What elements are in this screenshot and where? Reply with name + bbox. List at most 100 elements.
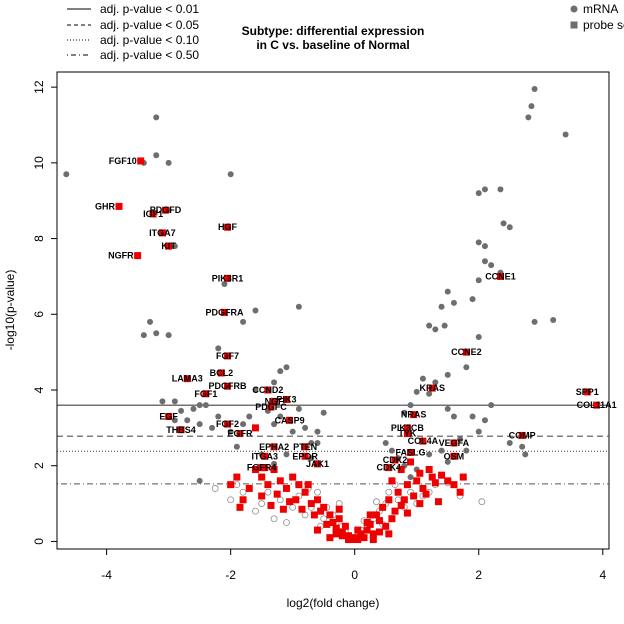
gene-marker-43: [518, 431, 526, 439]
gene-label-20: CASP9: [275, 415, 305, 425]
probe-point-7: [295, 481, 303, 489]
probe-point-1: [258, 473, 266, 481]
mrna-point-47: [240, 421, 247, 428]
gene-marker-2: [162, 206, 170, 214]
mrna-point-10: [165, 332, 172, 339]
probe-set-points: [227, 458, 467, 544]
gene-label-29: JAK1: [306, 459, 329, 469]
mrna-point-90: [488, 402, 495, 409]
mrna-point-51: [283, 451, 290, 458]
plot-frame: [56, 71, 610, 550]
mrna-point-96: [438, 447, 445, 454]
open-point-1: [239, 488, 247, 496]
gene-marker-0: [137, 157, 145, 165]
mrna-point-16: [215, 345, 222, 352]
probe-point-51: [450, 481, 458, 489]
legend-markers: mRNA probe set: [570, 2, 624, 32]
mrna-point-68: [531, 318, 538, 325]
gene-marker-24: [177, 426, 185, 434]
probe-point-65: [332, 530, 340, 538]
probe-point-79: [313, 526, 321, 534]
mrna-point-57: [475, 190, 482, 197]
gene-label-6: KIT: [161, 241, 176, 251]
gene-marker-41: [391, 456, 399, 464]
probe-point-66: [338, 532, 346, 540]
mrna-point-22: [320, 409, 327, 416]
mrna-point-18: [271, 379, 278, 386]
gene-marker-45: [593, 401, 601, 409]
y-axis: 0 2 4 6 8 10 12: [32, 80, 58, 545]
mrna-point-32: [196, 421, 203, 428]
mrna-point-31: [184, 417, 191, 424]
gene-marker-20: [286, 416, 294, 424]
open-point-3: [233, 481, 241, 489]
mrna-point-91: [475, 428, 482, 435]
mrna-point-41: [308, 455, 315, 462]
gene-marker-21: [224, 420, 232, 428]
gene-label-23: EGFR: [227, 429, 253, 439]
mrna-point-77: [475, 334, 482, 340]
legend-label-050: adj. p-value < 0.50: [100, 48, 199, 62]
gene-label-9: PDGFRA: [205, 307, 244, 317]
gene-label-33: KRAS: [419, 383, 445, 393]
gene-marker-18: [267, 403, 275, 411]
gene-label-19: EGF: [159, 412, 178, 422]
gene-marker-17: [282, 395, 290, 403]
probe-point-46: [425, 466, 433, 473]
mrna-point-49: [295, 405, 302, 412]
open-point-0: [211, 485, 219, 492]
mrna-point-56: [562, 131, 569, 138]
probe-point-52: [456, 488, 464, 496]
legend-thresholds: adj. p-value < 0.01 adj. p-value < 0.05 …: [67, 2, 199, 62]
probe-point-70: [376, 528, 384, 536]
gene-marker-3: [149, 210, 157, 218]
mrna-point-64: [481, 258, 488, 265]
probe-point-43: [413, 477, 421, 485]
gene-label-27: ITGA3: [252, 451, 279, 461]
mrna-point-70: [469, 296, 476, 303]
probe-point-34: [385, 496, 393, 504]
gene-label-1: GHR: [95, 201, 116, 211]
gene-marker-37: [419, 437, 427, 445]
mrna-point-75: [432, 326, 439, 333]
mrna-point-73: [438, 303, 445, 310]
x-tick-label-1: -2: [225, 568, 236, 582]
mrna-point-81: [419, 375, 426, 382]
gene-marker-28: [301, 452, 309, 460]
gene-marker-39: [407, 448, 415, 456]
probe-point-75: [422, 490, 430, 498]
mrna-point-103: [463, 447, 470, 454]
gene-label-21: FGF2: [216, 419, 239, 429]
mrna-point-30: [190, 405, 197, 412]
mrna-point-86: [444, 405, 451, 412]
gene-label-37: COL4A: [408, 436, 439, 446]
y-tick-label-0: 0: [32, 538, 46, 545]
open-point-6: [289, 503, 297, 511]
mrna-point-11: [171, 243, 178, 250]
probe-point-8: [292, 496, 300, 504]
gene-label-10: FGF7: [216, 351, 239, 361]
mrna-point-50: [314, 428, 321, 435]
probe-point-31: [376, 517, 384, 525]
mrna-point-92: [506, 440, 513, 446]
gene-label-24: THBS4: [166, 425, 196, 435]
mrna-point-74: [426, 322, 433, 329]
probe-point-58: [267, 501, 275, 509]
gene-label-36: TYK: [398, 429, 417, 439]
mrna-point-44: [159, 398, 166, 405]
probe-point-14: [320, 503, 328, 511]
probe-point-0: [251, 466, 259, 473]
mrna-points: [63, 86, 569, 484]
probe-point-17: [332, 524, 340, 532]
probe-point-80: [385, 530, 393, 538]
threshold-lines: [57, 404, 609, 485]
probe-point-81: [233, 473, 241, 481]
gene-marker-10: [224, 352, 232, 360]
probe-point-78: [369, 536, 377, 544]
mrna-point-84: [407, 402, 414, 409]
mrna-point-40: [314, 440, 321, 446]
probe-point-54: [245, 484, 253, 492]
y-tick-label-1: 2: [32, 462, 46, 469]
gene-label-17: PIK3: [276, 394, 296, 404]
gene-marker-42: [385, 464, 393, 472]
